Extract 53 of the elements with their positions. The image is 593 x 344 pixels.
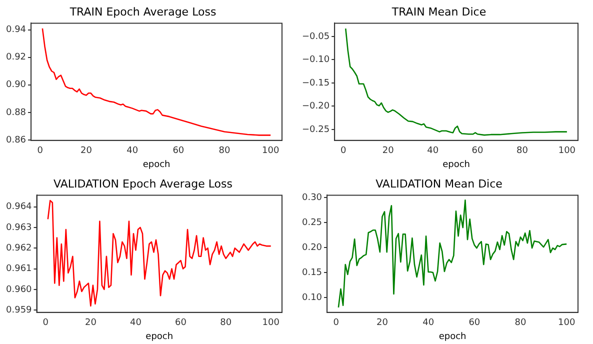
x-axis-title: epoch <box>142 160 170 170</box>
y-tick-label: 0.961 <box>6 264 32 274</box>
y-tick-label: 0.963 <box>6 222 32 233</box>
y-tick-label: 0.10 <box>302 292 322 303</box>
x-tick-label: 60 <box>172 146 184 156</box>
y-tick-label: 0.86 <box>6 135 26 146</box>
x-tick-label: 60 <box>472 146 484 156</box>
chart-title: TRAIN Epoch Average Loss <box>68 5 216 18</box>
y-tick-label: 0.94 <box>6 25 26 36</box>
x-tick-label: 80 <box>220 318 232 328</box>
y-tick-label: 0.962 <box>6 243 32 254</box>
x-tick-label: 20 <box>80 146 92 156</box>
x-tick-label: 80 <box>218 146 230 156</box>
chart-title: TRAIN Mean Dice <box>390 5 486 18</box>
x-tick-label: 0 <box>333 318 340 328</box>
x-tick-label: 20 <box>84 318 97 328</box>
y-tick-label: 0.964 <box>6 202 32 212</box>
x-tick-label: 20 <box>376 318 388 328</box>
x-axis-title: epoch <box>442 160 470 170</box>
x-tick-label: 40 <box>422 318 434 328</box>
x-tick-label: 60 <box>468 318 480 328</box>
y-tick-label: 0.92 <box>6 52 26 63</box>
y-tick-label: −0.25 <box>302 124 330 135</box>
x-tick-label: 60 <box>175 318 187 328</box>
y-tick-label: −0.15 <box>302 78 330 88</box>
y-tick-label: 0.88 <box>6 108 26 118</box>
x-tick-label: 100 <box>558 146 576 156</box>
x-tick-label: 20 <box>382 146 394 156</box>
y-tick-label: −0.20 <box>302 102 330 112</box>
chart-title: VALIDATION Mean Dice <box>376 177 503 190</box>
chart-title: VALIDATION Epoch Average Loss <box>54 177 233 190</box>
x-axis-title: epoch <box>438 332 466 342</box>
x-tick-label: 100 <box>262 318 280 328</box>
y-tick-label: 0.960 <box>6 284 32 295</box>
y-tick-label: 0.20 <box>302 242 322 253</box>
x-tick-label: 80 <box>514 318 526 328</box>
x-tick-label: 40 <box>130 318 142 328</box>
x-tick-label: 0 <box>42 318 49 328</box>
x-tick-label: 100 <box>558 318 576 328</box>
y-tick-label: 0.30 <box>302 193 322 204</box>
y-tick-label: 0.90 <box>6 80 26 90</box>
x-tick-label: 0 <box>37 146 44 156</box>
x-tick-label: 40 <box>126 146 138 156</box>
y-tick-label: −0.05 <box>302 32 330 42</box>
x-tick-label: 0 <box>340 146 347 156</box>
x-tick-label: 40 <box>427 146 439 156</box>
x-axis-title: epoch <box>146 332 174 342</box>
y-tick-label: 0.959 <box>6 305 32 316</box>
x-tick-label: 100 <box>262 146 280 156</box>
y-tick-label: −0.10 <box>302 55 330 66</box>
y-tick-label: 0.25 <box>302 218 322 228</box>
x-tick-label: 80 <box>516 146 528 156</box>
y-tick-label: 0.15 <box>302 268 322 278</box>
